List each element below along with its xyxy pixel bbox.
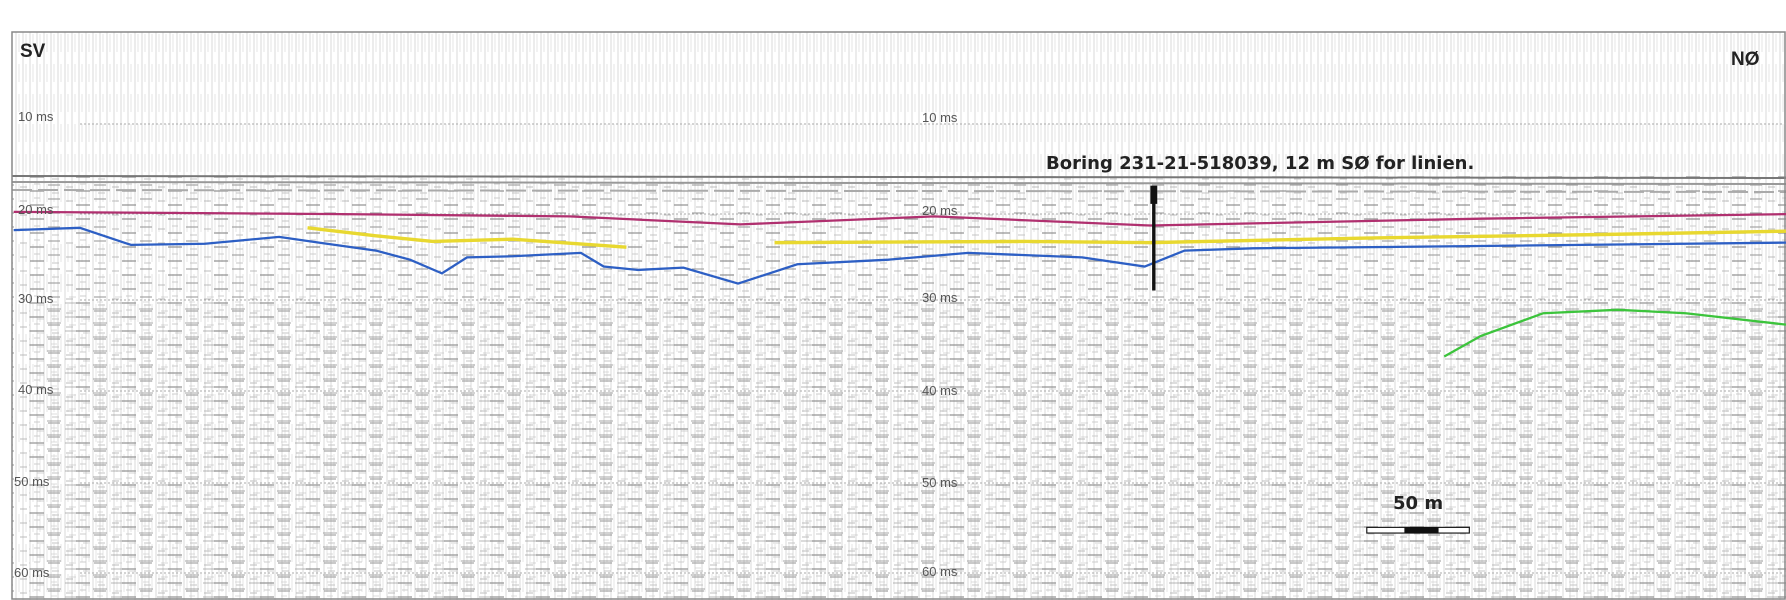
direction-label: SV [20, 41, 46, 62]
direction-label: NØ [1731, 49, 1760, 70]
borehole-annotation: Boring 231-21-518039, 12 m SØ for linien… [1046, 153, 1474, 174]
time-label: 30 ms [18, 291, 54, 306]
borehole-top [1150, 186, 1157, 204]
time-label: 50 ms [14, 474, 50, 489]
time-label: 60 ms [922, 564, 958, 579]
time-label: 20 ms [922, 203, 958, 218]
seismic-profile: SV NØ 10 ms 20 ms 30 ms 40 ms 50 ms 60 m… [0, 0, 1786, 600]
scale-label: 50 m [1393, 493, 1443, 514]
time-label: 20 ms [18, 202, 54, 217]
time-label: 50 ms [922, 475, 958, 490]
time-label: 30 ms [922, 290, 958, 305]
time-label: 40 ms [18, 382, 54, 397]
scale-bar-segment [1404, 527, 1438, 533]
reflection-texture [29, 296, 1786, 600]
time-label: 40 ms [922, 383, 958, 398]
time-label: 60 ms [14, 565, 50, 580]
time-label: 10 ms [18, 109, 54, 124]
time-label: 10 ms [922, 110, 958, 125]
